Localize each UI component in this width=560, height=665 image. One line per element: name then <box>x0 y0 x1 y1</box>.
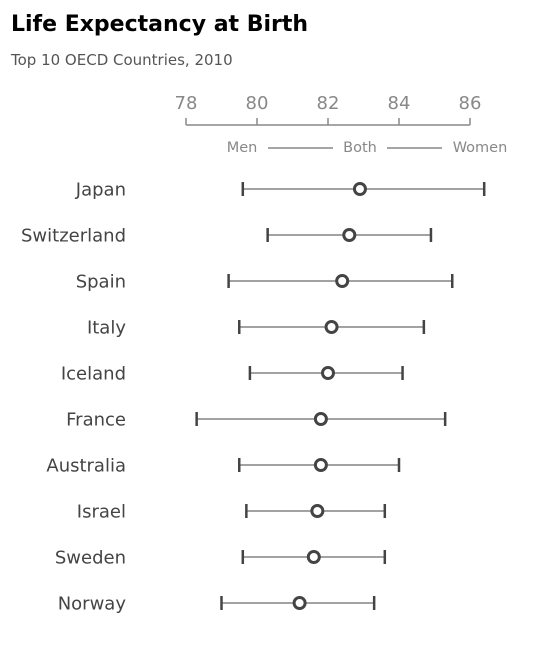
chart-subtitle: Top 10 OECD Countries, 2010 <box>10 51 233 69</box>
country-row: Norway <box>58 594 376 615</box>
country-label: France <box>66 410 126 431</box>
country-row: Italy <box>87 318 426 339</box>
country-label: Sweden <box>55 548 126 569</box>
country-label: Israel <box>77 502 126 523</box>
both-marker <box>324 320 339 334</box>
x-tick-label: 80 <box>246 93 269 114</box>
country-row: France <box>66 410 447 431</box>
country-row: Iceland <box>61 364 404 385</box>
both-marker <box>313 458 328 472</box>
x-tick-label: 82 <box>317 93 340 114</box>
country-rows: Japan Switzerland Spain Italy Iceland France A… <box>21 180 486 615</box>
both-marker <box>342 228 357 242</box>
country-label: Iceland <box>61 364 126 385</box>
legend-men-label: Men <box>227 140 258 156</box>
country-label: Italy <box>87 318 126 339</box>
x-tick-label: 84 <box>388 93 411 114</box>
country-label: Australia <box>46 456 126 477</box>
country-row: Switzerland <box>21 226 433 247</box>
country-label: Norway <box>58 594 127 615</box>
country-row: Sweden <box>55 548 387 569</box>
country-row: Israel <box>77 502 387 523</box>
both-marker <box>352 182 367 196</box>
legend-women-label: Women <box>453 140 508 156</box>
legend-both-label: Both <box>343 140 377 156</box>
x-tick-label: 86 <box>459 93 482 114</box>
legend: Men Both Women <box>227 140 508 156</box>
both-marker <box>310 504 325 518</box>
chart-title: Life Expectancy at Birth <box>11 12 308 37</box>
both-marker <box>321 366 335 380</box>
both-marker <box>313 412 328 426</box>
both-marker <box>306 550 321 564</box>
country-row: Japan <box>75 180 486 201</box>
both-marker <box>335 274 350 288</box>
country-label: Japan <box>75 180 126 201</box>
country-row: Spain <box>76 272 454 293</box>
country-row: Australia <box>46 456 401 477</box>
both-marker <box>292 596 307 610</box>
x-tick-label: 78 <box>175 93 198 114</box>
country-label: Switzerland <box>21 226 126 247</box>
country-label: Spain <box>76 272 126 293</box>
x-axis: 78 80 82 84 86 <box>175 93 482 126</box>
